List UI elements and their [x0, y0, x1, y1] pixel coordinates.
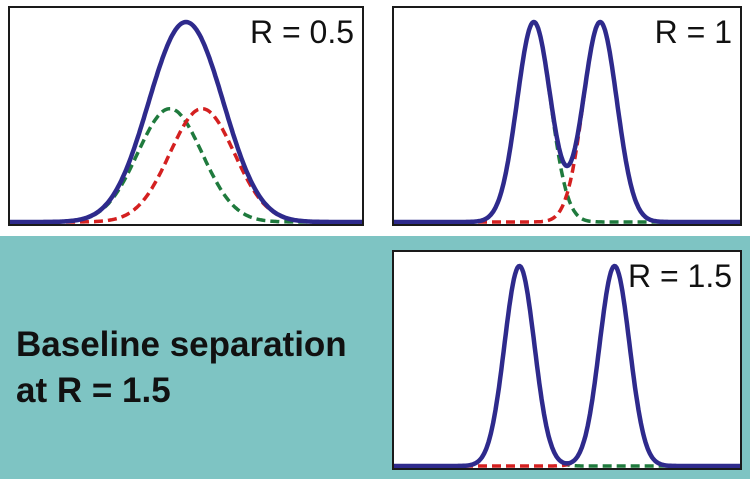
chart-panel-r-1: R = 1: [392, 6, 742, 226]
r-0-5-peak-b-curve: [10, 106, 362, 224]
caption-line-1: Baseline separation: [16, 325, 347, 364]
caption-text: Baseline separation at R = 1.5: [16, 322, 347, 414]
caption-line-2: at R = 1.5: [16, 371, 171, 410]
r-1-5-sum-curve: [394, 263, 740, 468]
chart-title-r-1-5: R = 1.5: [627, 258, 732, 294]
chart-title-r-0-5: R = 0.5: [249, 14, 354, 50]
chart-plot-r-1: [394, 19, 740, 224]
chart-title-r-1: R = 1: [654, 14, 732, 50]
r-0-5-sum-curve: [10, 19, 362, 224]
chart-plot-r-1-5: [394, 263, 740, 468]
r-1-sum-curve: [394, 19, 740, 224]
r-1-5-peak-a-curve: [394, 264, 740, 468]
chart-panel-r-0-5: R = 0.5: [8, 6, 364, 226]
r-0-5-peak-a-curve: [10, 106, 362, 224]
r-1-peak-b-curve: [394, 20, 740, 224]
chart-panel-r-1-5: R = 1.5: [392, 250, 742, 470]
r-1-5-peak-b-curve: [394, 264, 740, 468]
chart-plot-r-0-5: [10, 19, 362, 224]
